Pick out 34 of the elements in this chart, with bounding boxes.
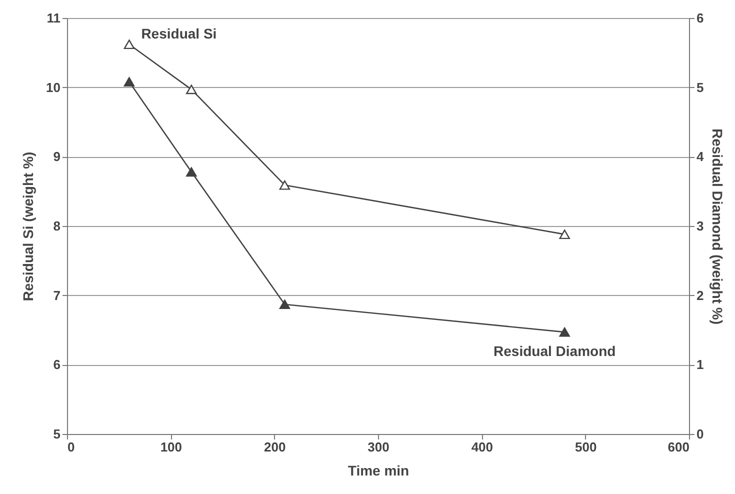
- y2-tick-label: 0: [696, 426, 704, 442]
- series-label: Residual Diamond: [494, 343, 616, 360]
- point: [124, 40, 135, 50]
- y2-tick-label: 2: [696, 288, 704, 303]
- x-tick-label: 600: [668, 440, 690, 454]
- y-tick-label: 11: [46, 10, 60, 26]
- x-tick-label: 200: [264, 440, 286, 454]
- y-tick-label: 8: [53, 218, 60, 234]
- point: [186, 167, 197, 177]
- y-tick-label: 9: [53, 149, 60, 164]
- x-tick-label: 100: [160, 440, 182, 454]
- y2-tick-label: 1: [696, 357, 704, 372]
- y2-tick-label: 3: [696, 218, 704, 234]
- series-label: Residual Si: [141, 25, 217, 42]
- point: [559, 327, 570, 337]
- x-tick-label: 300: [368, 440, 390, 454]
- y-tick-label: 7: [53, 288, 60, 303]
- y-tick-label: 6: [53, 357, 60, 372]
- x-axis-title: Time min: [348, 462, 410, 478]
- point: [559, 230, 570, 240]
- point: [186, 84, 197, 94]
- y2-tick-label: 4: [696, 149, 704, 164]
- y-axis-title: Residual Si (weight %): [20, 152, 36, 302]
- y2-tick-label: 5: [696, 80, 704, 95]
- x-tick-label: 500: [574, 440, 597, 454]
- y2-tick-label: 6: [696, 10, 704, 26]
- point: [279, 180, 290, 190]
- y-tick-label: 5: [53, 426, 60, 442]
- point: [279, 300, 290, 310]
- x-tick-label: 400: [471, 440, 494, 454]
- x-tick-label: 0: [68, 440, 75, 454]
- y2-axis-title: Residual Diamond (weight %): [710, 128, 726, 325]
- point: [124, 77, 135, 86]
- y-tick-label: 10: [46, 80, 60, 95]
